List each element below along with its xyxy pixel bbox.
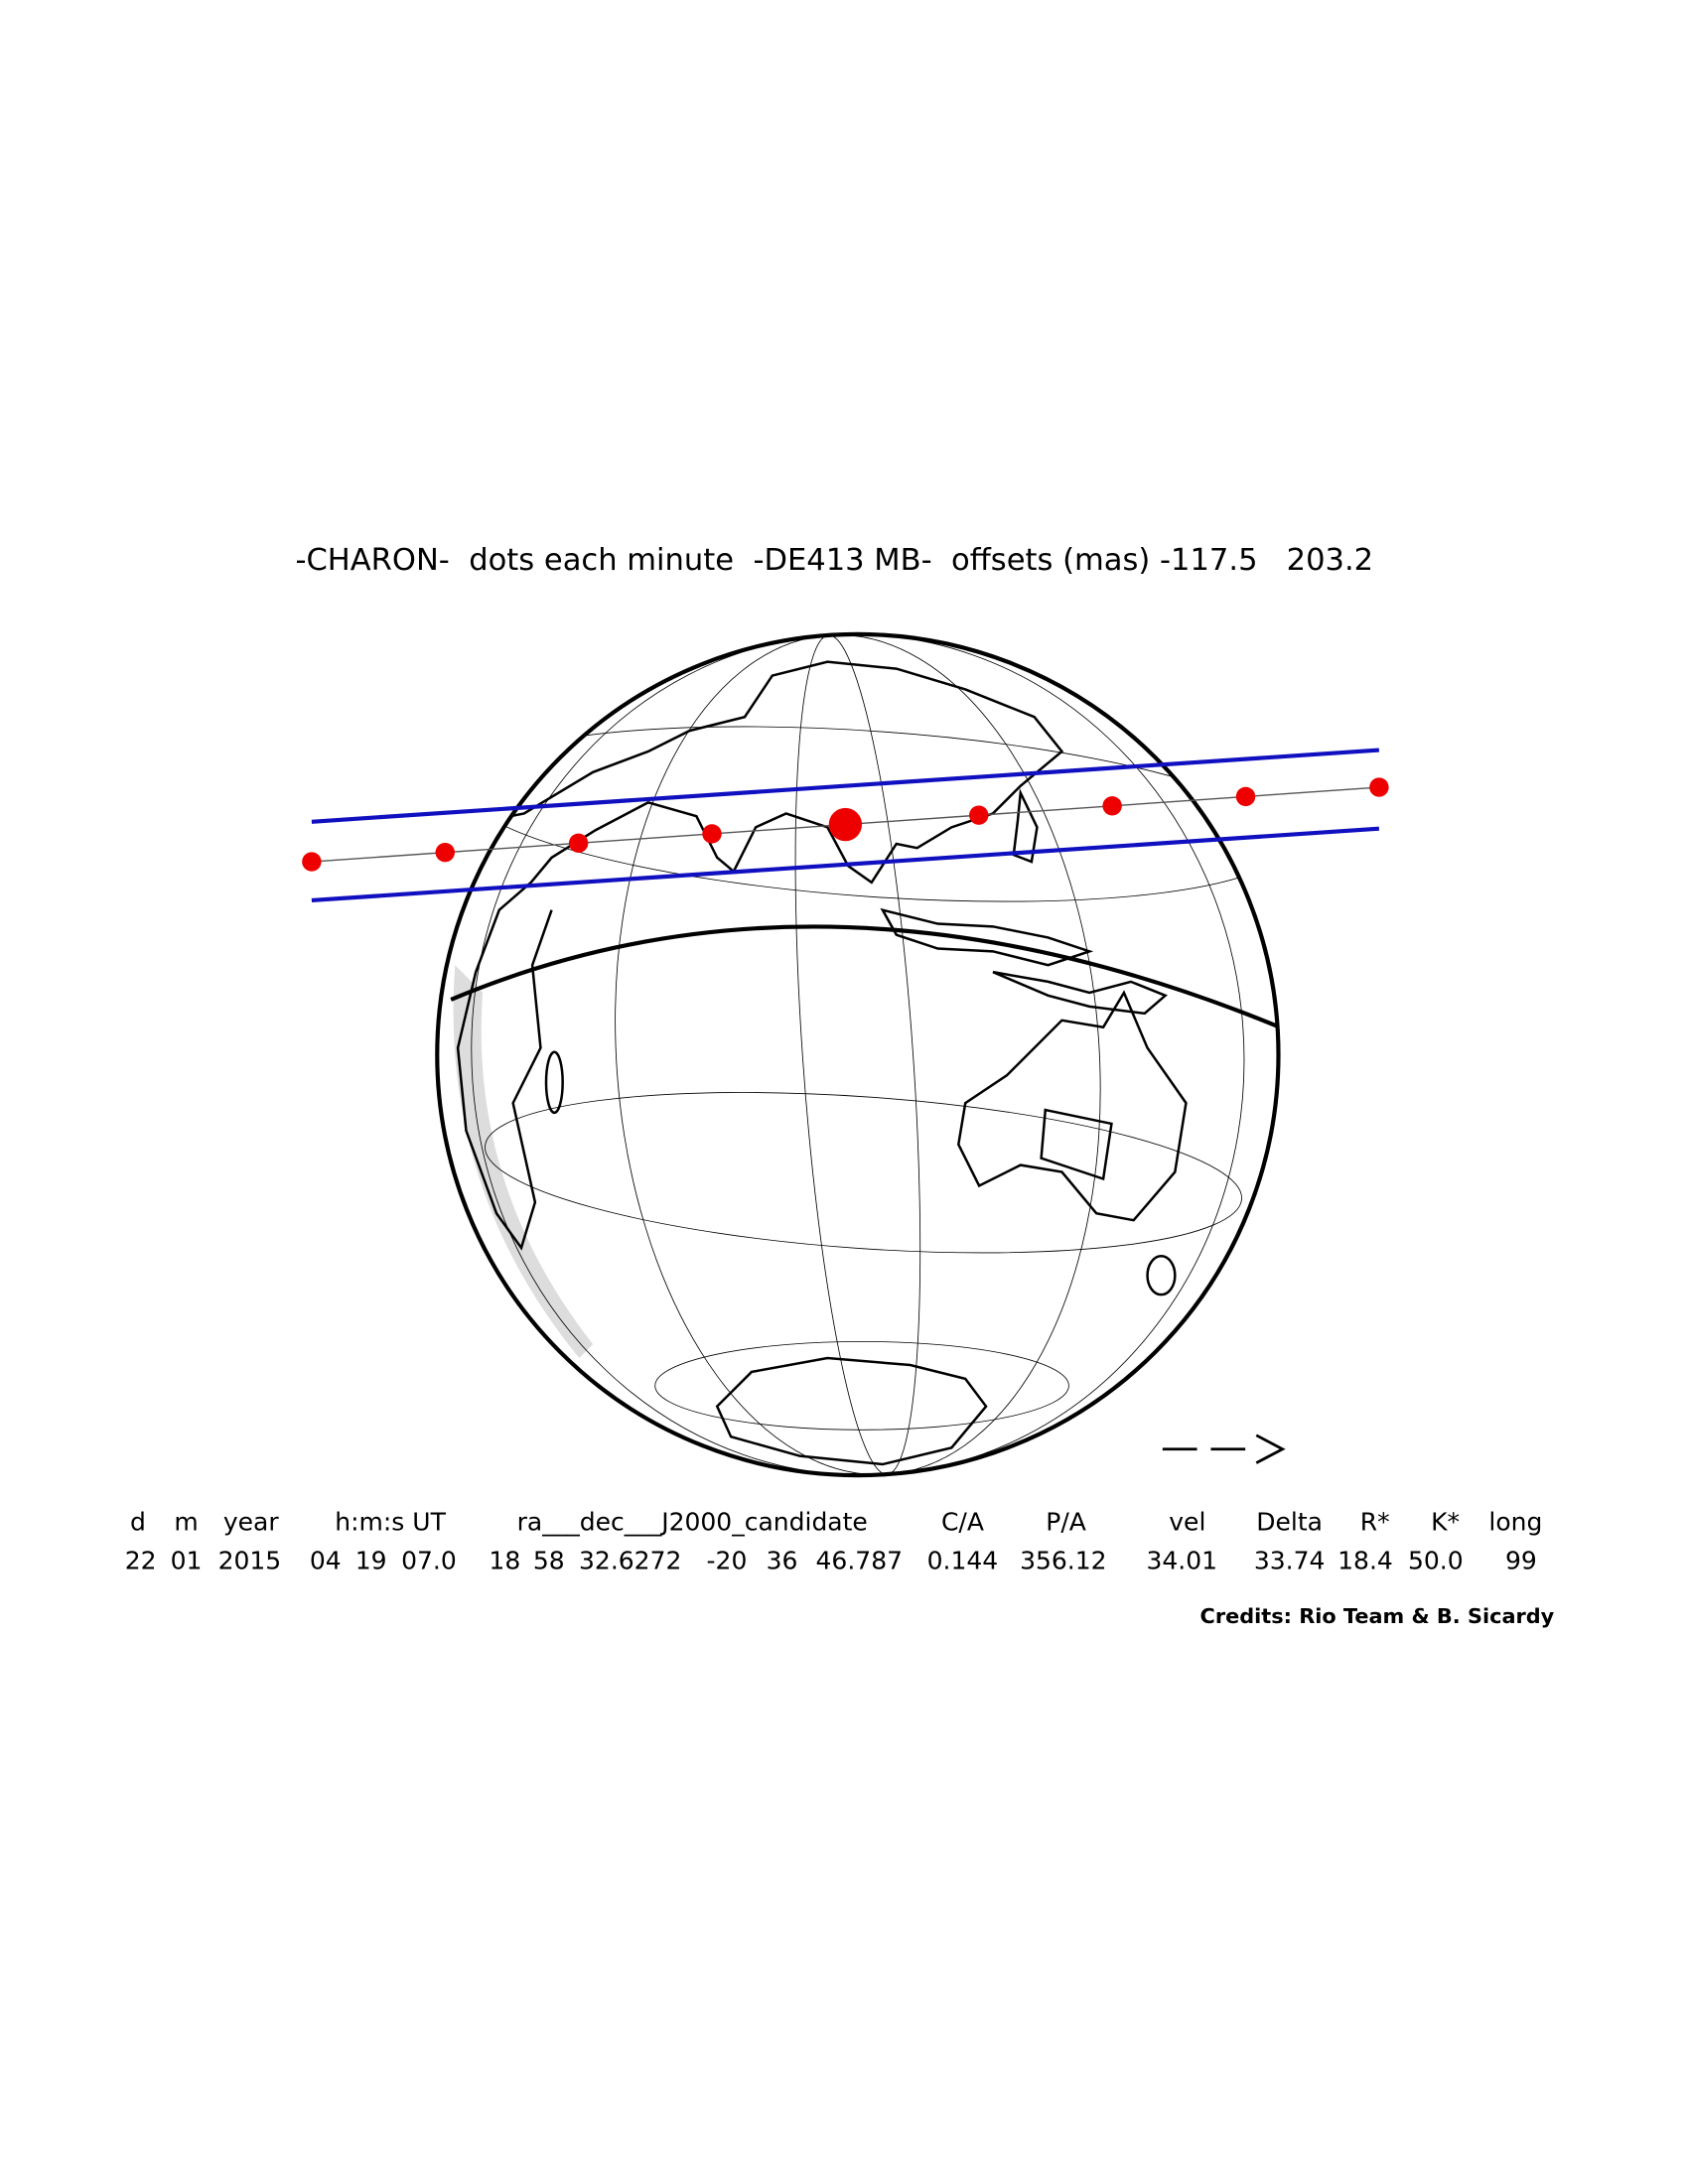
column-value: 18.4 [1337, 1547, 1393, 1575]
minute-dots [302, 777, 1389, 872]
dot [969, 805, 989, 825]
column-value: 2015 [218, 1547, 282, 1575]
dot [828, 807, 863, 842]
column-header: ra___dec___J2000_candidate [517, 1508, 868, 1537]
globe [435, 631, 1281, 1478]
column-value: 22 [125, 1547, 157, 1575]
column-value: 01 [171, 1547, 203, 1575]
column-header: m [174, 1508, 198, 1537]
column-value: 36 [767, 1547, 798, 1575]
dot [702, 824, 722, 844]
column-value: 46.787 [816, 1547, 903, 1575]
dot [1102, 796, 1122, 816]
column-header: C/A [941, 1508, 984, 1537]
column-header: year [223, 1508, 279, 1537]
dot [1235, 786, 1256, 807]
column-value: 356.12 [1020, 1547, 1106, 1575]
column-value: 58 [533, 1547, 565, 1575]
dot [568, 833, 589, 854]
column-value: 04 [310, 1547, 342, 1575]
credits: Credits: Rio Team & B. Sicardy [1200, 1604, 1555, 1628]
column-value: 99 [1505, 1547, 1537, 1575]
column-header: vel [1169, 1508, 1205, 1537]
column-value: 50.0 [1408, 1547, 1464, 1575]
dot [302, 852, 322, 872]
dot [435, 842, 455, 863]
column-value: 0.144 [927, 1547, 999, 1575]
column-header: P/A [1046, 1508, 1086, 1537]
column-value: 33.74 [1254, 1547, 1326, 1575]
column-header: long [1488, 1508, 1542, 1537]
dot [1369, 777, 1389, 797]
column-header: R* [1360, 1508, 1390, 1537]
column-value: 19 [355, 1547, 387, 1575]
graticule [450, 635, 1278, 1474]
column-header: d [130, 1508, 146, 1537]
column-header: K* [1431, 1508, 1460, 1537]
column-value: 18 [489, 1547, 520, 1575]
column-value: -20 [707, 1547, 748, 1575]
column-header: h:m:s UT [335, 1508, 446, 1537]
column-value: 07.0 [401, 1547, 457, 1575]
column-value: 32.6272 [579, 1547, 681, 1575]
column-value: 34.01 [1146, 1547, 1217, 1575]
direction-arrow [1162, 1433, 1286, 1464]
title: -CHARON- dots each minute -DE413 MB- off… [295, 543, 1373, 578]
column-header: Delta [1256, 1508, 1323, 1537]
info-table: d m year h:m:s UT ra___dec___J2000_candidate… [125, 1508, 1543, 1575]
